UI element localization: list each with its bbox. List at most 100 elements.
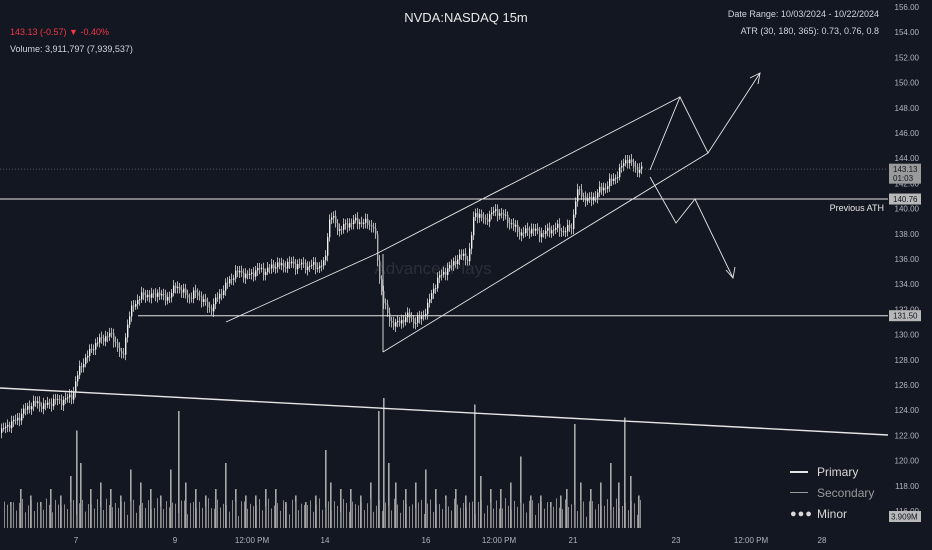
volume-bar xyxy=(124,501,125,528)
candle-body xyxy=(3,427,5,429)
volume-bar xyxy=(337,505,338,528)
candle-body xyxy=(153,293,155,295)
candle-body xyxy=(487,219,489,222)
volume-bar xyxy=(502,508,503,528)
y-tick-label: 146.00 xyxy=(895,129,920,138)
candle-body xyxy=(459,254,461,260)
volume-bar xyxy=(625,502,626,528)
candle-body xyxy=(481,214,483,218)
candle-body xyxy=(185,288,187,295)
volume-bar xyxy=(424,514,425,528)
volume-bar xyxy=(40,506,41,528)
candle-body xyxy=(581,189,583,197)
volume-bar xyxy=(618,482,620,528)
volume-bar xyxy=(350,489,352,528)
candle-body xyxy=(531,228,533,234)
volume-bar xyxy=(58,504,59,528)
candle-body xyxy=(333,215,335,218)
candle-body xyxy=(485,218,487,220)
legend: Primary Secondary ●●● Minor xyxy=(790,461,874,524)
candle-body xyxy=(501,213,503,215)
volume-bar xyxy=(262,510,263,528)
candle-body xyxy=(435,288,437,289)
volume-bar xyxy=(244,501,245,528)
volume-bar xyxy=(355,504,356,528)
volume-bar xyxy=(364,509,365,528)
volume-bar xyxy=(220,507,221,528)
candle-body xyxy=(393,322,395,327)
candle-body xyxy=(431,293,433,300)
candle-body xyxy=(497,209,499,216)
volume-bar xyxy=(120,495,122,528)
candle-body xyxy=(257,267,259,271)
volume-bar xyxy=(7,504,8,528)
candle-body xyxy=(201,296,203,302)
candle-body xyxy=(547,227,549,231)
price-change: 143.13 (-0.57) ▼ -0.40% xyxy=(10,27,109,37)
candle-body xyxy=(473,217,475,236)
volume-bar xyxy=(184,500,185,528)
volume-bar xyxy=(150,489,152,528)
candle-body xyxy=(363,222,365,224)
volume-bar xyxy=(322,509,323,528)
candle-body xyxy=(397,320,399,322)
volume-bar xyxy=(76,514,77,528)
candle-body xyxy=(25,408,27,410)
volume-bar xyxy=(136,512,137,528)
volume-bar xyxy=(490,502,491,528)
volume-bar xyxy=(145,507,146,528)
volume-bar xyxy=(118,507,119,528)
candle-body xyxy=(529,230,531,234)
volume-bar xyxy=(427,503,428,528)
bearish-arrow-head xyxy=(725,266,736,279)
volume-bar xyxy=(508,505,509,528)
candle-body xyxy=(521,232,523,236)
volume-bar xyxy=(295,501,296,528)
y-tick-label: 128.00 xyxy=(895,356,920,365)
x-tick-label: 12:00 PM xyxy=(734,536,769,545)
candle-body xyxy=(421,316,423,320)
candle-body xyxy=(329,219,331,238)
volume-bar xyxy=(553,506,554,528)
volume-bar xyxy=(601,505,602,528)
candle-body xyxy=(623,163,625,166)
volume-bar xyxy=(195,489,197,528)
volume-bar xyxy=(166,501,167,528)
candle-body xyxy=(223,290,225,295)
candle-body xyxy=(245,273,247,279)
candle-body xyxy=(265,271,267,276)
candle-body xyxy=(197,292,199,296)
candle-body xyxy=(611,178,613,181)
volume-bar xyxy=(208,498,209,528)
volume-bar xyxy=(110,489,112,528)
volume-bar xyxy=(274,505,275,528)
candle-body xyxy=(411,317,413,319)
candle-body xyxy=(555,227,557,230)
candle-body xyxy=(417,316,419,323)
channel-upper-line xyxy=(375,96,681,255)
volume-bar xyxy=(493,508,494,528)
volume-bar xyxy=(52,512,53,528)
candle-body xyxy=(5,426,7,428)
candle-body xyxy=(525,228,527,234)
candle-body xyxy=(495,209,497,212)
volume-bar xyxy=(637,514,638,528)
volume-bar xyxy=(465,495,467,528)
candle-body xyxy=(505,214,507,216)
candle-body xyxy=(599,186,601,193)
volume-bar xyxy=(46,498,47,528)
candle-body xyxy=(407,312,409,318)
volume-bar xyxy=(571,504,572,528)
y-tick-label: 140.00 xyxy=(895,205,920,214)
volume-bar xyxy=(400,512,401,528)
candle-body xyxy=(437,277,439,289)
candle-body xyxy=(73,391,75,400)
x-tick-label: 23 xyxy=(672,536,681,545)
x-tick-label: 16 xyxy=(422,536,431,545)
candle-body xyxy=(83,364,85,368)
volume-bar xyxy=(540,495,542,528)
y-tick-label: 148.00 xyxy=(895,104,920,113)
volume-bar xyxy=(22,498,23,528)
volume-bar xyxy=(202,507,203,528)
